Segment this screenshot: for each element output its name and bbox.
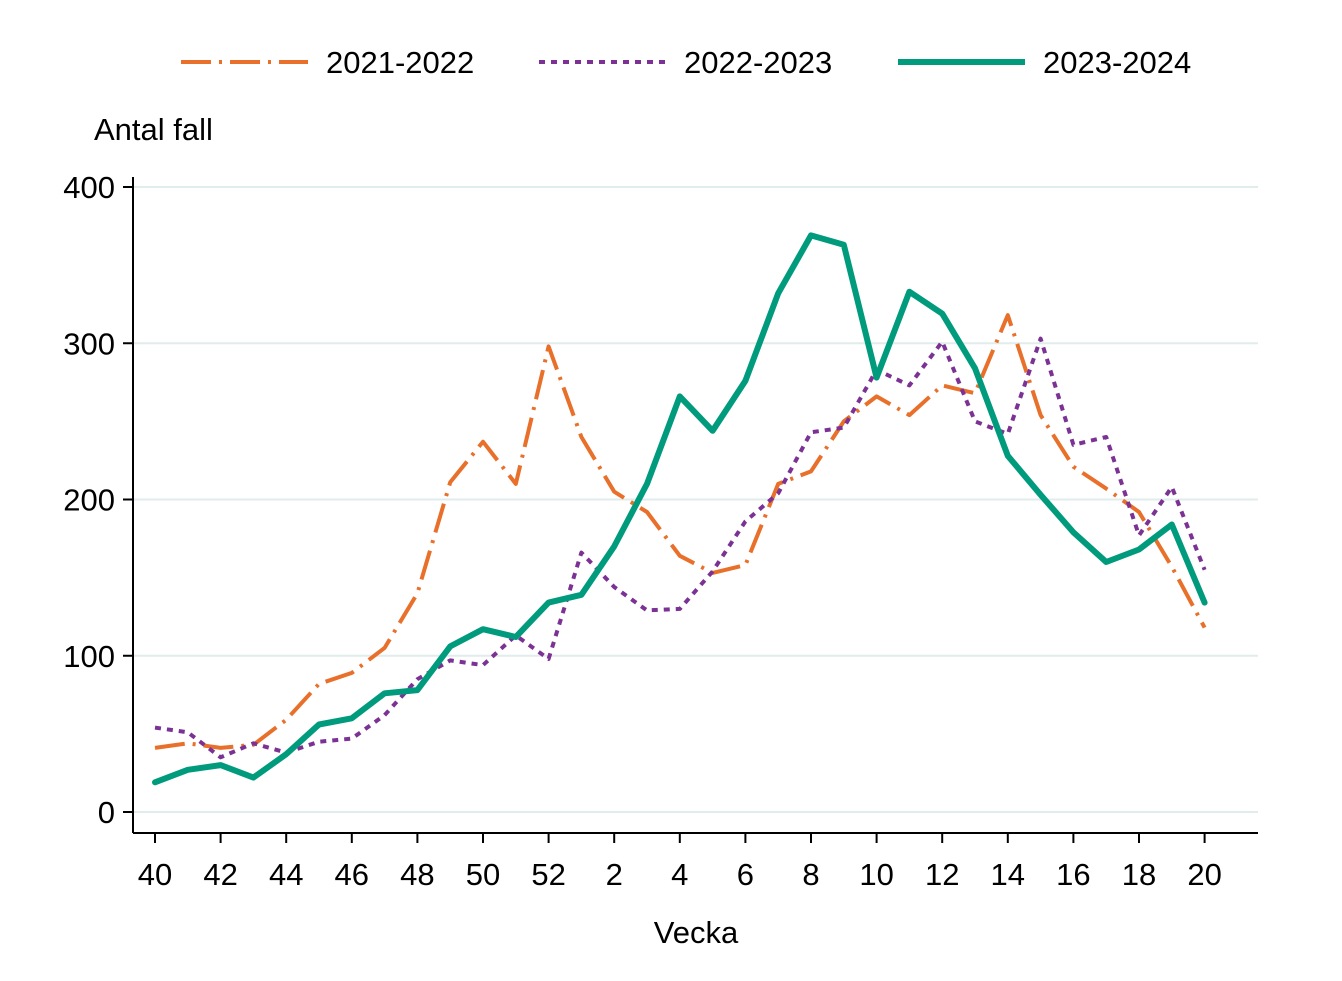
- x-tick-label-6: 6: [737, 857, 754, 892]
- x-tick-label-4: 4: [671, 857, 688, 892]
- series-lines: [152, 232, 1208, 786]
- y-tick-label-0: 0: [98, 795, 115, 830]
- legend-label-2021-2022: 2021-2022: [326, 45, 474, 80]
- x-tick-label-10: 10: [859, 857, 893, 892]
- x-tick-label-18: 18: [1122, 857, 1156, 892]
- y-tick-label-400: 400: [63, 170, 115, 205]
- x-tick-label-40: 40: [138, 857, 172, 892]
- x-tick-label-46: 46: [335, 857, 369, 892]
- series-line-2022-2023: [154, 336, 1207, 760]
- y-tick-label-100: 100: [63, 639, 115, 674]
- x-tick-label-50: 50: [466, 857, 500, 892]
- legend: 2021-2022 2022-2023 2023-2024: [181, 45, 1191, 80]
- x-tick-label-14: 14: [991, 857, 1025, 892]
- x-tick-label-44: 44: [269, 857, 303, 892]
- y-tick-label-300: 300: [63, 326, 115, 361]
- y-tick-label-200: 200: [63, 483, 115, 518]
- x-tick-label-12: 12: [925, 857, 959, 892]
- series-line-2023-2024: [152, 232, 1208, 786]
- x-tick-label-2: 2: [606, 857, 623, 892]
- x-tick-label-42: 42: [203, 857, 237, 892]
- x-tick-label-20: 20: [1187, 857, 1221, 892]
- x-tick-label-8: 8: [802, 857, 819, 892]
- legend-label-2022-2023: 2022-2023: [684, 45, 832, 80]
- legend-label-2023-2024: 2023-2024: [1043, 45, 1191, 80]
- x-tick-label-48: 48: [400, 857, 434, 892]
- x-axis-label: Vecka: [654, 915, 739, 950]
- gridlines: [133, 186, 1258, 813]
- x-tick-label-16: 16: [1056, 857, 1090, 892]
- series-line-2021-2022: [154, 313, 1207, 750]
- y-axis-label: Antal fall: [94, 112, 213, 147]
- x-tick-label-52: 52: [531, 857, 565, 892]
